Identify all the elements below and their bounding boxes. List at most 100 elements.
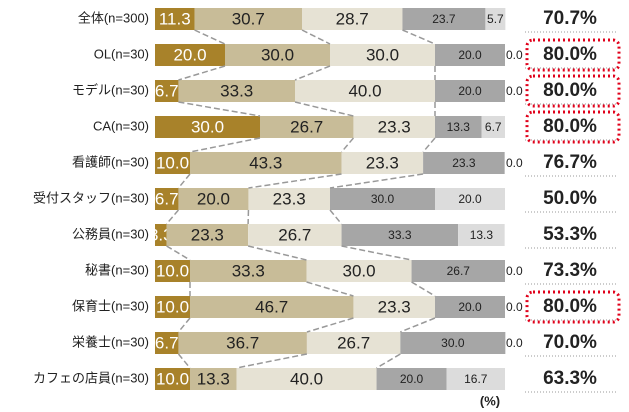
total-label: 53.3%: [543, 224, 597, 245]
highlight-box: [525, 74, 621, 108]
data-label: 0.0: [506, 48, 523, 62]
bar-segment: [423, 152, 505, 174]
bar-segment: [155, 80, 179, 102]
data-label: 6.7: [155, 333, 179, 352]
data-label: 11.3: [159, 9, 191, 28]
data-label: 20.0: [458, 192, 482, 206]
bar-segment: [155, 44, 225, 66]
highlight-box: [525, 110, 621, 144]
bar-segment: [178, 332, 307, 354]
connector: [177, 317, 191, 333]
connector: [400, 317, 436, 333]
data-label: 26.7: [278, 225, 311, 244]
data-label: 10.0: [156, 297, 189, 316]
data-label: 30.0: [371, 192, 395, 206]
category-label: 公務員(n=30): [72, 226, 149, 241]
data-label: 23.7: [432, 12, 456, 26]
category-label: 受付スタッフ(n=30): [33, 190, 149, 205]
data-label: 30.0: [261, 45, 294, 64]
data-label: 23.3: [366, 153, 399, 172]
bar-segment: [155, 332, 179, 354]
category-label: モデル(n=30): [72, 82, 149, 97]
data-label: 20.0: [458, 300, 482, 314]
data-label: 30.0: [366, 45, 399, 64]
bar-segment: [402, 8, 486, 30]
data-label: 10.0: [156, 261, 189, 280]
connector: [301, 29, 331, 45]
data-label: 13.3: [447, 120, 471, 134]
bar-segment: [353, 116, 435, 138]
connector: [178, 101, 261, 117]
bar-segment: [155, 260, 190, 282]
bar-segment: [302, 8, 403, 30]
bar-segment: [155, 8, 195, 30]
bar-segment: [178, 188, 249, 210]
data-label: 0.0: [506, 336, 523, 350]
bar-segment: [458, 224, 505, 246]
connector: [294, 65, 331, 81]
data-label: 40.0: [348, 81, 381, 100]
connector: [166, 245, 191, 261]
connector: [294, 101, 354, 117]
bar-segment: [306, 260, 412, 282]
connector: [165, 209, 180, 225]
highlight-box: [525, 38, 621, 72]
bar-segment: [341, 152, 424, 174]
bar-segment: [248, 224, 342, 246]
connector: [306, 281, 354, 297]
data-label: 0.0: [506, 84, 523, 98]
bar-segment: [485, 8, 506, 30]
data-label: 30.0: [191, 117, 224, 136]
category-label: 秘書(n=30): [85, 262, 149, 277]
data-label: 28.7: [336, 9, 369, 28]
bar-segment: [236, 368, 377, 390]
data-label: 26.7: [337, 333, 370, 352]
bar-segment: [260, 116, 354, 138]
category-label: 全体(n=300): [78, 10, 149, 25]
bar-segment: [295, 80, 435, 102]
total-label: 70.7%: [543, 8, 597, 29]
connector: [402, 29, 436, 45]
data-label: 0.0: [506, 264, 523, 278]
bar-segment: [190, 296, 354, 318]
data-label: 30.7: [232, 9, 265, 28]
data-label: 16.7: [464, 372, 488, 386]
category-label: カフェの店員(n=30): [33, 370, 149, 385]
bar-segment: [190, 368, 237, 390]
data-label: 30.0: [441, 336, 465, 350]
bar-segment: [376, 368, 447, 390]
data-label: 23.3: [452, 156, 476, 170]
category-label: 看護師(n=30): [72, 154, 149, 169]
category-label: OL(n=30): [94, 46, 149, 61]
bar-segment: [194, 8, 302, 30]
total-label: 80.0%: [543, 296, 597, 317]
data-label: 20.0: [458, 48, 482, 62]
bar-segment: [435, 116, 482, 138]
data-label: 5.7: [487, 12, 504, 26]
connector: [329, 173, 424, 189]
connector: [376, 353, 401, 369]
data-label: 23.3: [191, 225, 224, 244]
data-label: 36.7: [226, 333, 259, 352]
bar-segment: [155, 296, 190, 318]
data-label: 33.3: [232, 261, 265, 280]
connector: [236, 353, 308, 369]
data-label: 23.3: [273, 189, 306, 208]
bar-segment: [341, 224, 459, 246]
bar-segment: [435, 80, 505, 102]
category-label: CA(n=30): [93, 118, 149, 133]
bar-segment: [166, 224, 249, 246]
data-label: 43.3: [249, 153, 282, 172]
data-label: 26.7: [290, 117, 323, 136]
bar-segment: [446, 368, 505, 390]
data-label: 20.0: [197, 189, 230, 208]
total-label: 63.3%: [543, 368, 597, 389]
highlight-box: [525, 290, 621, 324]
connector: [178, 65, 226, 81]
total-label: 76.7%: [543, 152, 597, 173]
data-label: 6.7: [155, 81, 179, 100]
bar-segment: [190, 260, 307, 282]
bar-segment: [411, 260, 505, 282]
connector: [177, 353, 191, 369]
